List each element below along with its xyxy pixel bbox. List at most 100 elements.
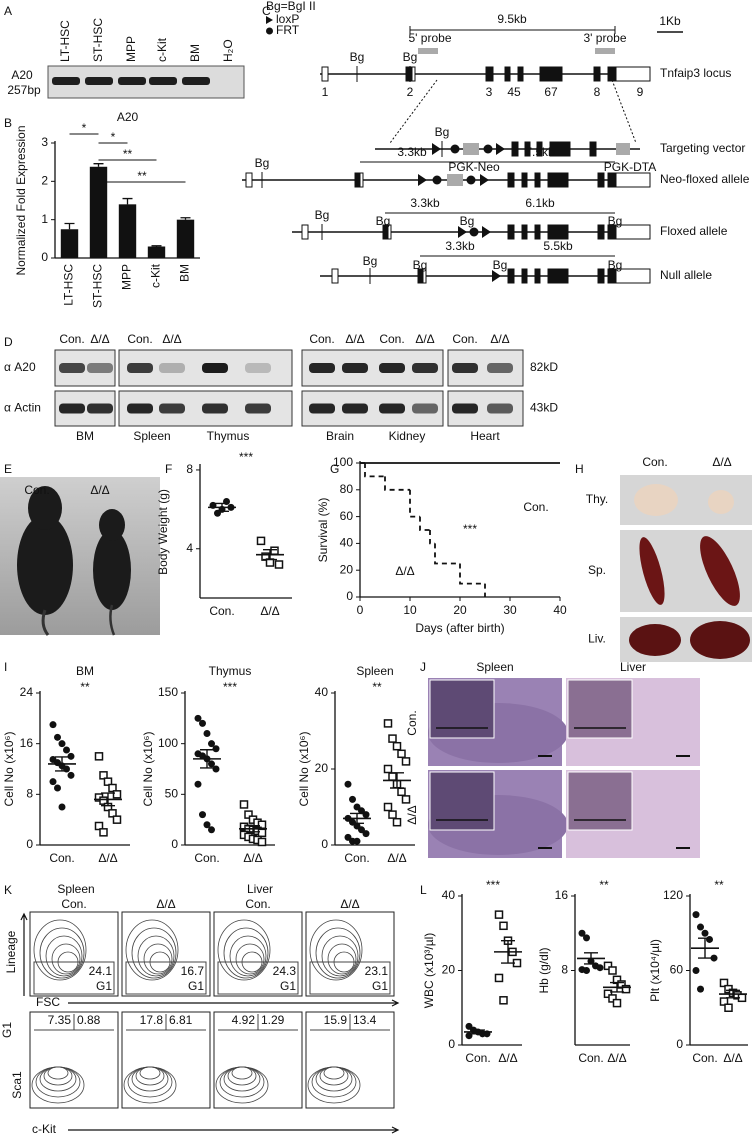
- mouse: [28, 486, 62, 530]
- panel-label: G: [330, 462, 339, 476]
- mouse: [93, 530, 131, 610]
- contour: [235, 943, 265, 975]
- panel-label: E: [4, 462, 12, 476]
- survival-step: [429, 530, 435, 545]
- x-tick-label: BM: [178, 264, 192, 282]
- photo-label: Δ/Δ: [90, 483, 109, 497]
- data-point: [212, 765, 220, 773]
- data-point: [199, 811, 206, 819]
- exon: [354, 172, 361, 188]
- bg-label: Bg: [435, 125, 450, 139]
- data-point: [54, 784, 61, 792]
- data-point: [578, 929, 586, 937]
- data-point: [583, 934, 590, 942]
- fragment-label: 3.3kb: [410, 196, 440, 210]
- y-axis-label: Cell No (x10⁶): [2, 732, 16, 807]
- contour: [229, 935, 267, 977]
- cassette-label: PGK-Neo: [448, 160, 500, 174]
- chart-title: BM: [76, 664, 94, 678]
- genotype-label: Con.: [309, 332, 334, 346]
- survival-step: [419, 516, 430, 531]
- span-label: 9.5kb: [497, 12, 527, 26]
- blot-band: [379, 363, 405, 373]
- error-bar: [471, 1029, 485, 1035]
- data-point: [392, 817, 402, 827]
- error-bar: [263, 549, 277, 561]
- loxp: [492, 270, 501, 282]
- gel-band: [52, 77, 80, 85]
- exon: [485, 66, 494, 82]
- blot-band: [202, 403, 228, 414]
- contour: [33, 919, 87, 981]
- x-tick-label: 30: [503, 603, 517, 617]
- cassette: [463, 143, 479, 155]
- lane-label: BM: [188, 44, 202, 62]
- blot-band: [127, 403, 153, 414]
- bg-label: Bg: [350, 50, 365, 64]
- x-tick-label: Con.: [209, 604, 234, 618]
- exon: [405, 66, 413, 82]
- histology-inset: [567, 771, 633, 831]
- genotype-label: Con.: [127, 332, 152, 346]
- exon: [547, 268, 569, 284]
- y-axis-label: Body Weight (g): [156, 489, 170, 575]
- genotype-label: Δ/Δ: [490, 332, 509, 346]
- quadrant-gate: [126, 1014, 206, 1031]
- quadrant-percent: 7.35: [48, 1013, 72, 1027]
- exon-number: 67: [544, 85, 558, 99]
- data-point: [499, 996, 508, 1005]
- quadrant-percent: 13.4: [353, 1013, 377, 1027]
- frt: [483, 144, 493, 154]
- flow-axis: FSC: [36, 995, 60, 1009]
- quadrant-gate: [34, 1014, 114, 1031]
- loxp: [418, 174, 427, 186]
- lane-label: LT-HSC: [58, 20, 72, 62]
- x-tick-label: MPP: [120, 264, 134, 290]
- gate-name: G1: [0, 1022, 14, 1038]
- bg-label: Bg: [413, 258, 428, 272]
- data-point: [465, 1032, 473, 1040]
- data-point: [608, 994, 617, 1003]
- data-point: [621, 984, 631, 994]
- panel-label: I: [4, 660, 7, 674]
- data-point: [397, 787, 406, 797]
- x-tick-label: Δ/Δ: [498, 1051, 517, 1065]
- organ: [708, 490, 734, 514]
- row-label: Targeting vector: [660, 141, 745, 155]
- series-label: Con.: [523, 500, 548, 514]
- exon: [593, 66, 601, 82]
- survival-step: [434, 543, 460, 565]
- exon: [507, 224, 515, 240]
- exon: [301, 224, 309, 240]
- error-bar: [55, 756, 69, 772]
- y-tick-label: 80: [340, 482, 354, 496]
- contour: [327, 943, 357, 975]
- loxp-icon: [266, 16, 273, 24]
- organ-column: Δ/Δ: [712, 455, 731, 469]
- panel-label: C: [262, 4, 271, 18]
- flow-genotype: Δ/Δ: [156, 897, 175, 911]
- y-axis-label: Cell No (x10⁶): [297, 732, 311, 807]
- data-point: [583, 967, 590, 974]
- bar: [89, 166, 108, 258]
- genotype-label: Con.: [59, 332, 84, 346]
- blot-band: [379, 403, 405, 414]
- y-axis-label: Hb (g/dl): [537, 947, 551, 993]
- fragment-label: 6.1kb: [525, 196, 555, 210]
- gel-band: [182, 77, 210, 85]
- data-point: [212, 745, 220, 753]
- organ-label: Sp.: [588, 563, 606, 577]
- frt: [432, 175, 442, 185]
- x-tick-label: Con.: [344, 851, 369, 865]
- gate-name: G1: [372, 979, 388, 993]
- exon: [607, 66, 617, 82]
- y-tick-label: 8: [561, 963, 568, 977]
- exon: [597, 172, 605, 188]
- antibody-label: α Actin: [4, 401, 41, 415]
- x-tick-label: Δ/Δ: [260, 604, 279, 618]
- y-tick-label: 0: [171, 837, 178, 851]
- data-point: [397, 749, 406, 759]
- error-bar: [726, 989, 740, 999]
- x-tick-label: Con.: [465, 1051, 490, 1065]
